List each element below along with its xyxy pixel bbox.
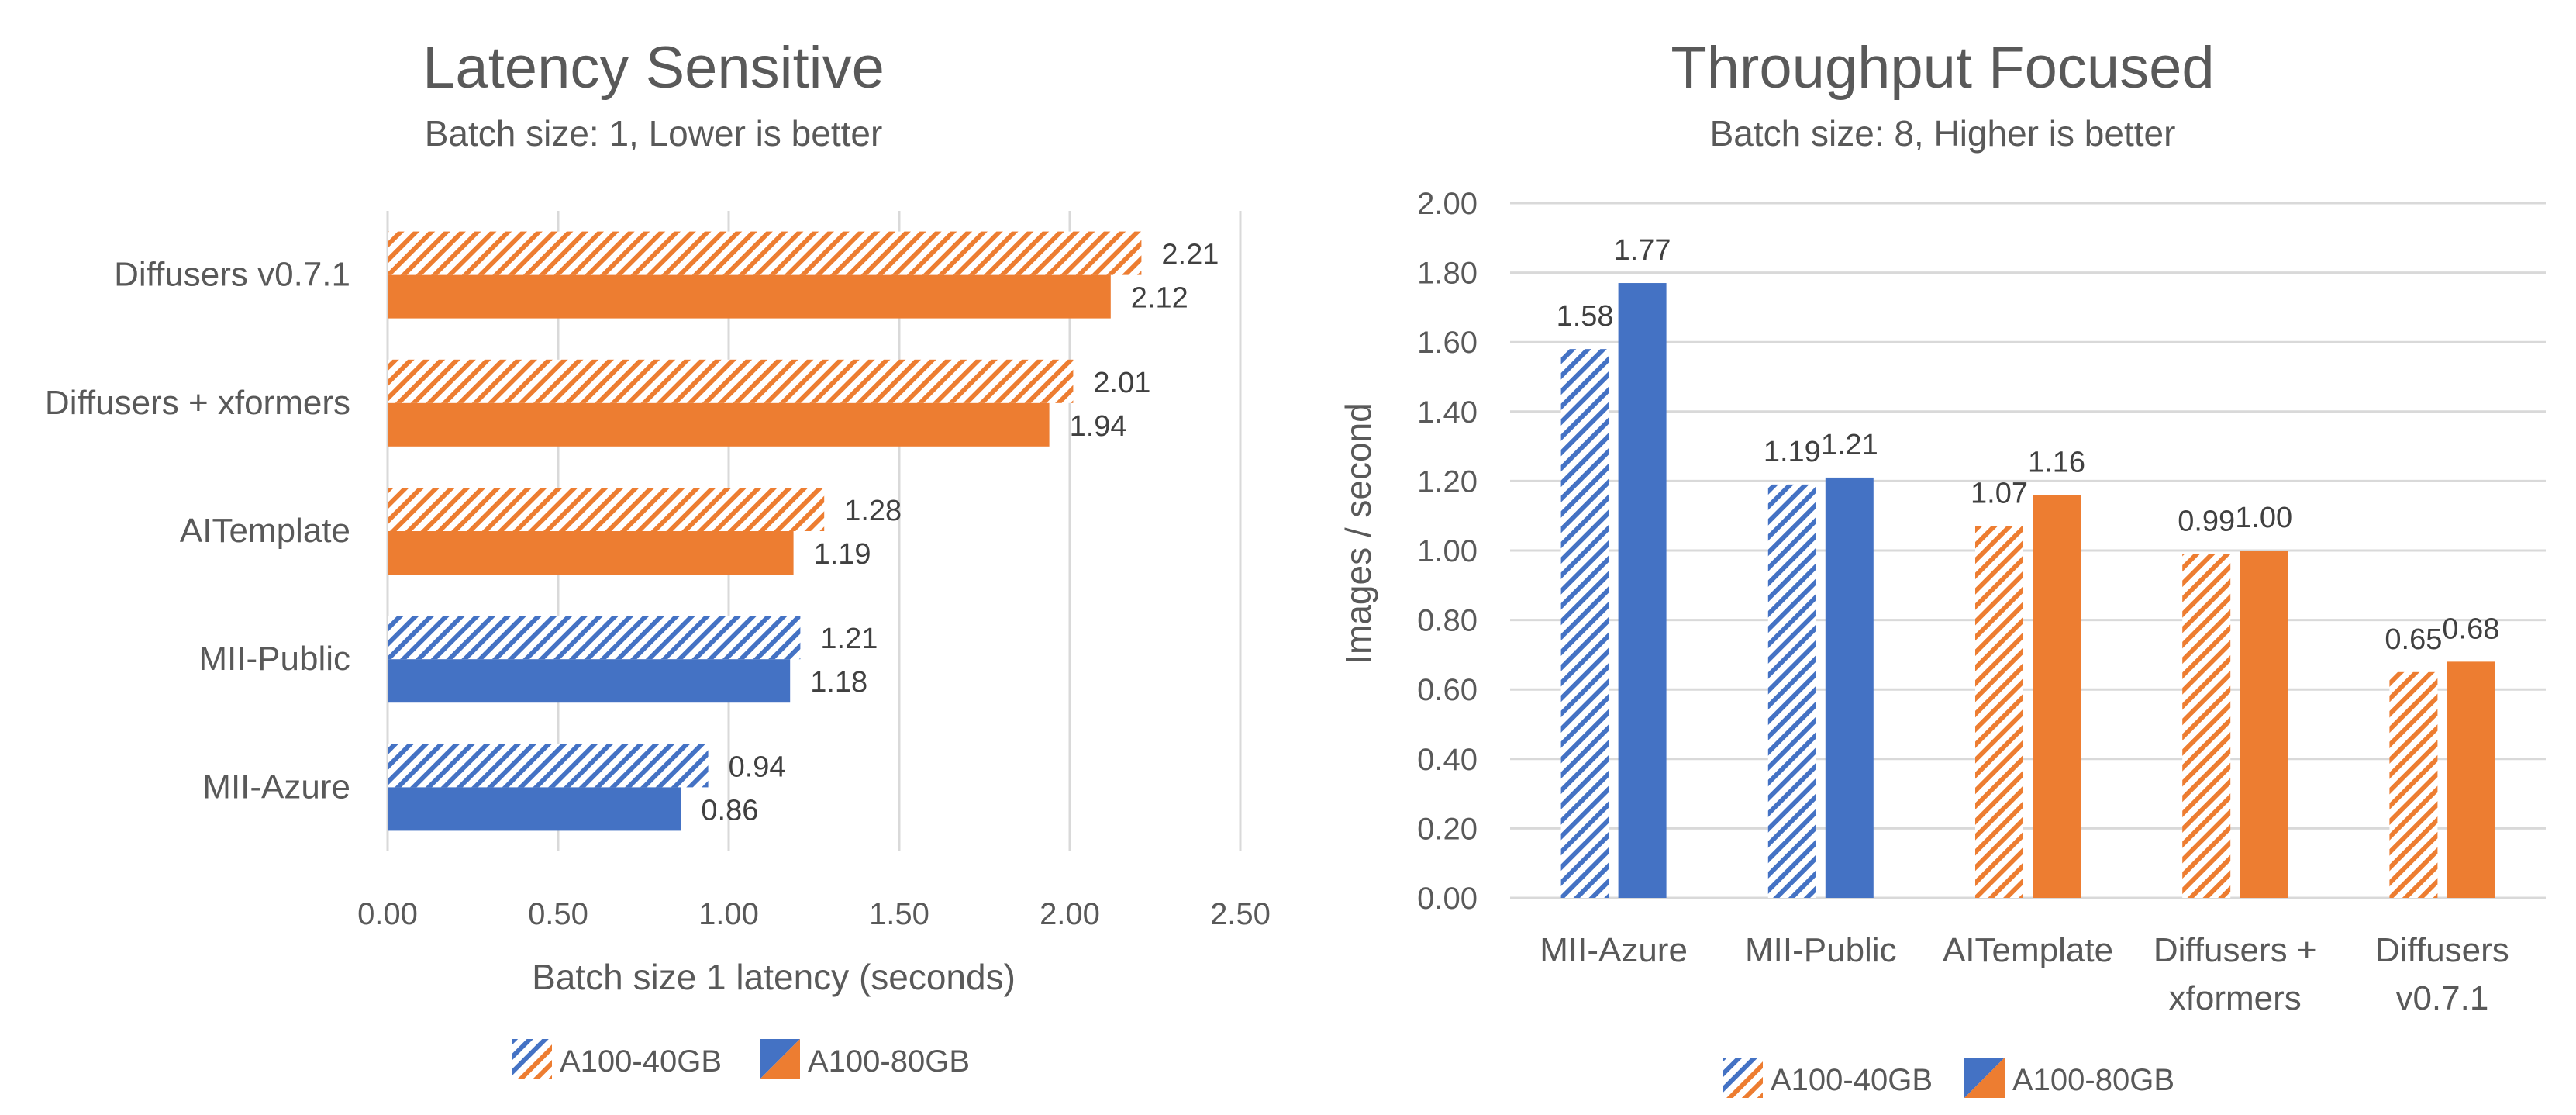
legend-swatch-a100-40gb bbox=[512, 1039, 552, 1079]
throughput-tick-labels: 0.00 0.20 0.40 0.60 0.80 1.00 1.20 1.40 1.60 1.80… bbox=[1417, 187, 1478, 916]
legend-label-a100-80gb: A100-80GB bbox=[808, 1044, 970, 1079]
latency-bar-a100-40gb-diffusers-xformers bbox=[388, 359, 1074, 403]
latency-category-label: AITemplate bbox=[180, 512, 350, 550]
throughput-data-label: 1.21 bbox=[1821, 429, 1878, 461]
legend-swatch-a100-80gb bbox=[760, 1039, 800, 1079]
throughput-y-tick-label: 0.00 bbox=[1417, 882, 1478, 916]
throughput-y-tick-label: 1.60 bbox=[1417, 326, 1478, 360]
latency-data-label: 0.94 bbox=[729, 751, 786, 783]
throughput-y-tick-label: 0.40 bbox=[1417, 743, 1478, 777]
throughput-chart: Throughput Focused Batch size: 8, Higher… bbox=[1338, 35, 2546, 1098]
throughput-bar-a100-80gb-aitemplate bbox=[2033, 495, 2081, 898]
throughput-y-tick-label: 0.20 bbox=[1417, 812, 1478, 846]
latency-data-label: 1.21 bbox=[820, 623, 878, 655]
throughput-y-tick-label: 0.80 bbox=[1417, 604, 1478, 638]
latency-category-labels: Diffusers v0.7.1 Diffusers + xformers AITe… bbox=[45, 256, 350, 806]
throughput-data-label: 1.77 bbox=[1614, 234, 1671, 267]
latency-x-tick-label: 2.00 bbox=[1040, 897, 1100, 931]
latency-tick-labels: 0.00 0.50 1.00 1.50 2.00 2.50 bbox=[357, 897, 1271, 931]
throughput-data-label: 1.58 bbox=[1557, 300, 1614, 333]
throughput-data-label: 1.07 bbox=[1971, 478, 2028, 510]
latency-chart: Latency Sensitive Batch size: 1, Lower i… bbox=[45, 35, 1271, 1079]
latency-bar-a100-80gb-diffusers-xformers bbox=[388, 402, 1050, 447]
latency-bar-a100-40gb-mii-azure bbox=[388, 744, 709, 788]
latency-bar-a100-80gb-aitemplate bbox=[388, 531, 794, 575]
throughput-data-label: 0.65 bbox=[2385, 623, 2442, 656]
latency-category-label: Diffusers v0.7.1 bbox=[114, 256, 350, 294]
latency-legend: A100-40GB A100-80GB bbox=[512, 1039, 970, 1079]
legend-label-a100-40gb: A100-40GB bbox=[1771, 1063, 1933, 1097]
throughput-y-tick-label: 0.60 bbox=[1417, 673, 1478, 707]
legend-label-a100-80gb: A100-80GB bbox=[2012, 1063, 2174, 1097]
throughput-bars: 1.581.77 1.19 1.21 1.071.16 0.99 1.00 0.65 0.68 bbox=[1557, 234, 2499, 898]
throughput-y-tick-label: 1.40 bbox=[1417, 395, 1478, 430]
throughput-bar-a100-80gb-mii-azure bbox=[1618, 283, 1667, 898]
throughput-chart-title: Throughput Focused bbox=[1671, 35, 2214, 101]
throughput-bar-a100-80gb-mii-public bbox=[1825, 477, 1874, 898]
throughput-bar-a100-40gb-mii-public bbox=[1767, 484, 1816, 898]
throughput-category-label: Diffusers + xformers bbox=[2154, 931, 2317, 1017]
throughput-bar-a100-80gb-diffusers-v0-7-1 bbox=[2447, 661, 2495, 898]
throughput-y-axis-label: Images / second bbox=[1338, 402, 1378, 665]
throughput-category-label: Diffusers v0.7.1 bbox=[2375, 931, 2509, 1017]
throughput-bar-a100-40gb-mii-azure bbox=[1560, 349, 1609, 898]
throughput-y-tick-label: 2.00 bbox=[1417, 187, 1478, 221]
latency-x-tick-label: 0.00 bbox=[357, 897, 418, 931]
latency-data-label: 2.12 bbox=[1131, 282, 1188, 315]
latency-data-label: 1.18 bbox=[810, 666, 867, 699]
latency-data-label: 1.94 bbox=[1070, 410, 1127, 443]
throughput-bar-a100-40gb-diffusers-xformers bbox=[2182, 554, 2231, 898]
latency-x-tick-label: 0.50 bbox=[528, 897, 588, 931]
latency-bar-a100-80gb-mii-azure bbox=[388, 787, 681, 831]
throughput-category-labels: MII-Azure MII-Public AITemplate Diffusers +… bbox=[1540, 931, 2509, 1017]
throughput-bar-a100-80gb-diffusers-xformers bbox=[2240, 551, 2288, 898]
latency-chart-subtitle: Batch size: 1, Lower is better bbox=[425, 113, 883, 154]
throughput-data-label: 1.16 bbox=[2028, 446, 2085, 478]
latency-data-label: 1.19 bbox=[814, 538, 871, 571]
latency-bar-a100-80gb-diffusers-v0-7-1 bbox=[388, 274, 1111, 319]
latency-bars: 2.21 2.12 2.01 1.94 1.28 1.19 1.21 1.18 0.94 0.86 bbox=[388, 231, 1219, 831]
latency-bar-a100-40gb-diffusers-v0-7-1 bbox=[388, 231, 1142, 275]
throughput-y-tick-label: 1.80 bbox=[1417, 257, 1478, 291]
latency-data-label: 2.21 bbox=[1161, 239, 1219, 271]
throughput-gridlines bbox=[1510, 202, 2546, 899]
throughput-data-label: 1.19 bbox=[1764, 436, 1821, 468]
throughput-data-label: 0.68 bbox=[2442, 613, 2499, 645]
throughput-chart-subtitle: Batch size: 8, Higher is better bbox=[1710, 113, 2176, 154]
latency-category-label: MII-Public bbox=[198, 640, 350, 678]
throughput-y-tick-label: 1.20 bbox=[1417, 464, 1478, 499]
throughput-legend: A100-40GB A100-80GB bbox=[1723, 1058, 2174, 1098]
latency-category-label: Diffusers + xformers bbox=[45, 384, 350, 422]
throughput-category-label: MII-Public bbox=[1745, 931, 1897, 969]
latency-x-tick-label: 2.50 bbox=[1210, 897, 1271, 931]
legend-swatch-a100-40gb bbox=[1723, 1058, 1763, 1098]
throughput-data-label: 0.99 bbox=[2178, 505, 2235, 537]
latency-data-label: 0.86 bbox=[701, 794, 758, 827]
latency-x-axis-label: Batch size 1 latency (seconds) bbox=[532, 957, 1016, 997]
latency-category-label: MII-Azure bbox=[202, 768, 350, 806]
throughput-bar-a100-40gb-diffusers-v0-7-1 bbox=[2389, 671, 2438, 898]
legend-swatch-a100-80gb bbox=[1964, 1058, 2005, 1098]
latency-bar-a100-80gb-mii-public bbox=[388, 659, 791, 703]
latency-data-label: 1.28 bbox=[844, 495, 902, 527]
latency-data-label: 2.01 bbox=[1093, 367, 1150, 399]
latency-chart-title: Latency Sensitive bbox=[422, 35, 885, 101]
throughput-category-label: AITemplate bbox=[1943, 931, 2113, 969]
throughput-data-label: 1.00 bbox=[2235, 502, 2292, 534]
throughput-category-label: MII-Azure bbox=[1540, 931, 1688, 969]
throughput-y-tick-label: 1.00 bbox=[1417, 534, 1478, 568]
legend-label-a100-40gb: A100-40GB bbox=[560, 1044, 722, 1079]
latency-x-tick-label: 1.00 bbox=[698, 897, 759, 931]
latency-bar-a100-40gb-mii-public bbox=[388, 616, 801, 660]
latency-x-tick-label: 1.50 bbox=[869, 897, 929, 931]
throughput-bar-a100-40gb-aitemplate bbox=[1975, 526, 2023, 898]
latency-bar-a100-40gb-aitemplate bbox=[388, 488, 825, 531]
